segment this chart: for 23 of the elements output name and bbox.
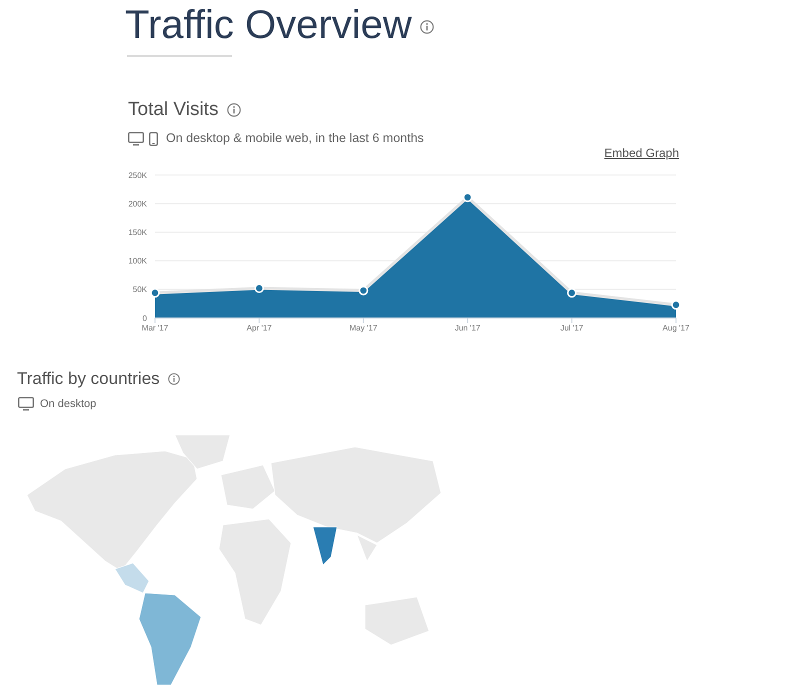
point [567,288,577,298]
point [150,288,160,298]
y-tick-label: 200K [128,199,148,208]
y-tick-label: 0 [142,314,148,323]
text: Traffic by countries [17,369,160,389]
x-tick-label: Mar '17 [142,324,169,333]
x-tick-label: Apr '17 [246,324,272,333]
point [671,300,681,310]
text: Traffic Overview [125,2,412,48]
x-tick-label: Aug '17 [662,324,690,333]
y-tick-label: 100K [128,256,148,266]
x-tick-label: Jul '17 [560,324,584,333]
point [358,286,368,296]
chart-subtitle: On desktop & mobile web, in the last 6 months [166,131,424,146]
point [462,192,472,202]
y-tick-label: 250K [128,170,148,180]
text: Embed Graph [604,146,679,161]
x-tick-label: Jun '17 [454,324,481,333]
x-tick-label: May '17 [350,324,378,333]
y-tick-label: 150K [128,228,148,238]
text: On desktop [40,397,96,411]
chart-title: Total Visits [128,99,218,121]
y-tick-label: 50K [132,285,148,294]
